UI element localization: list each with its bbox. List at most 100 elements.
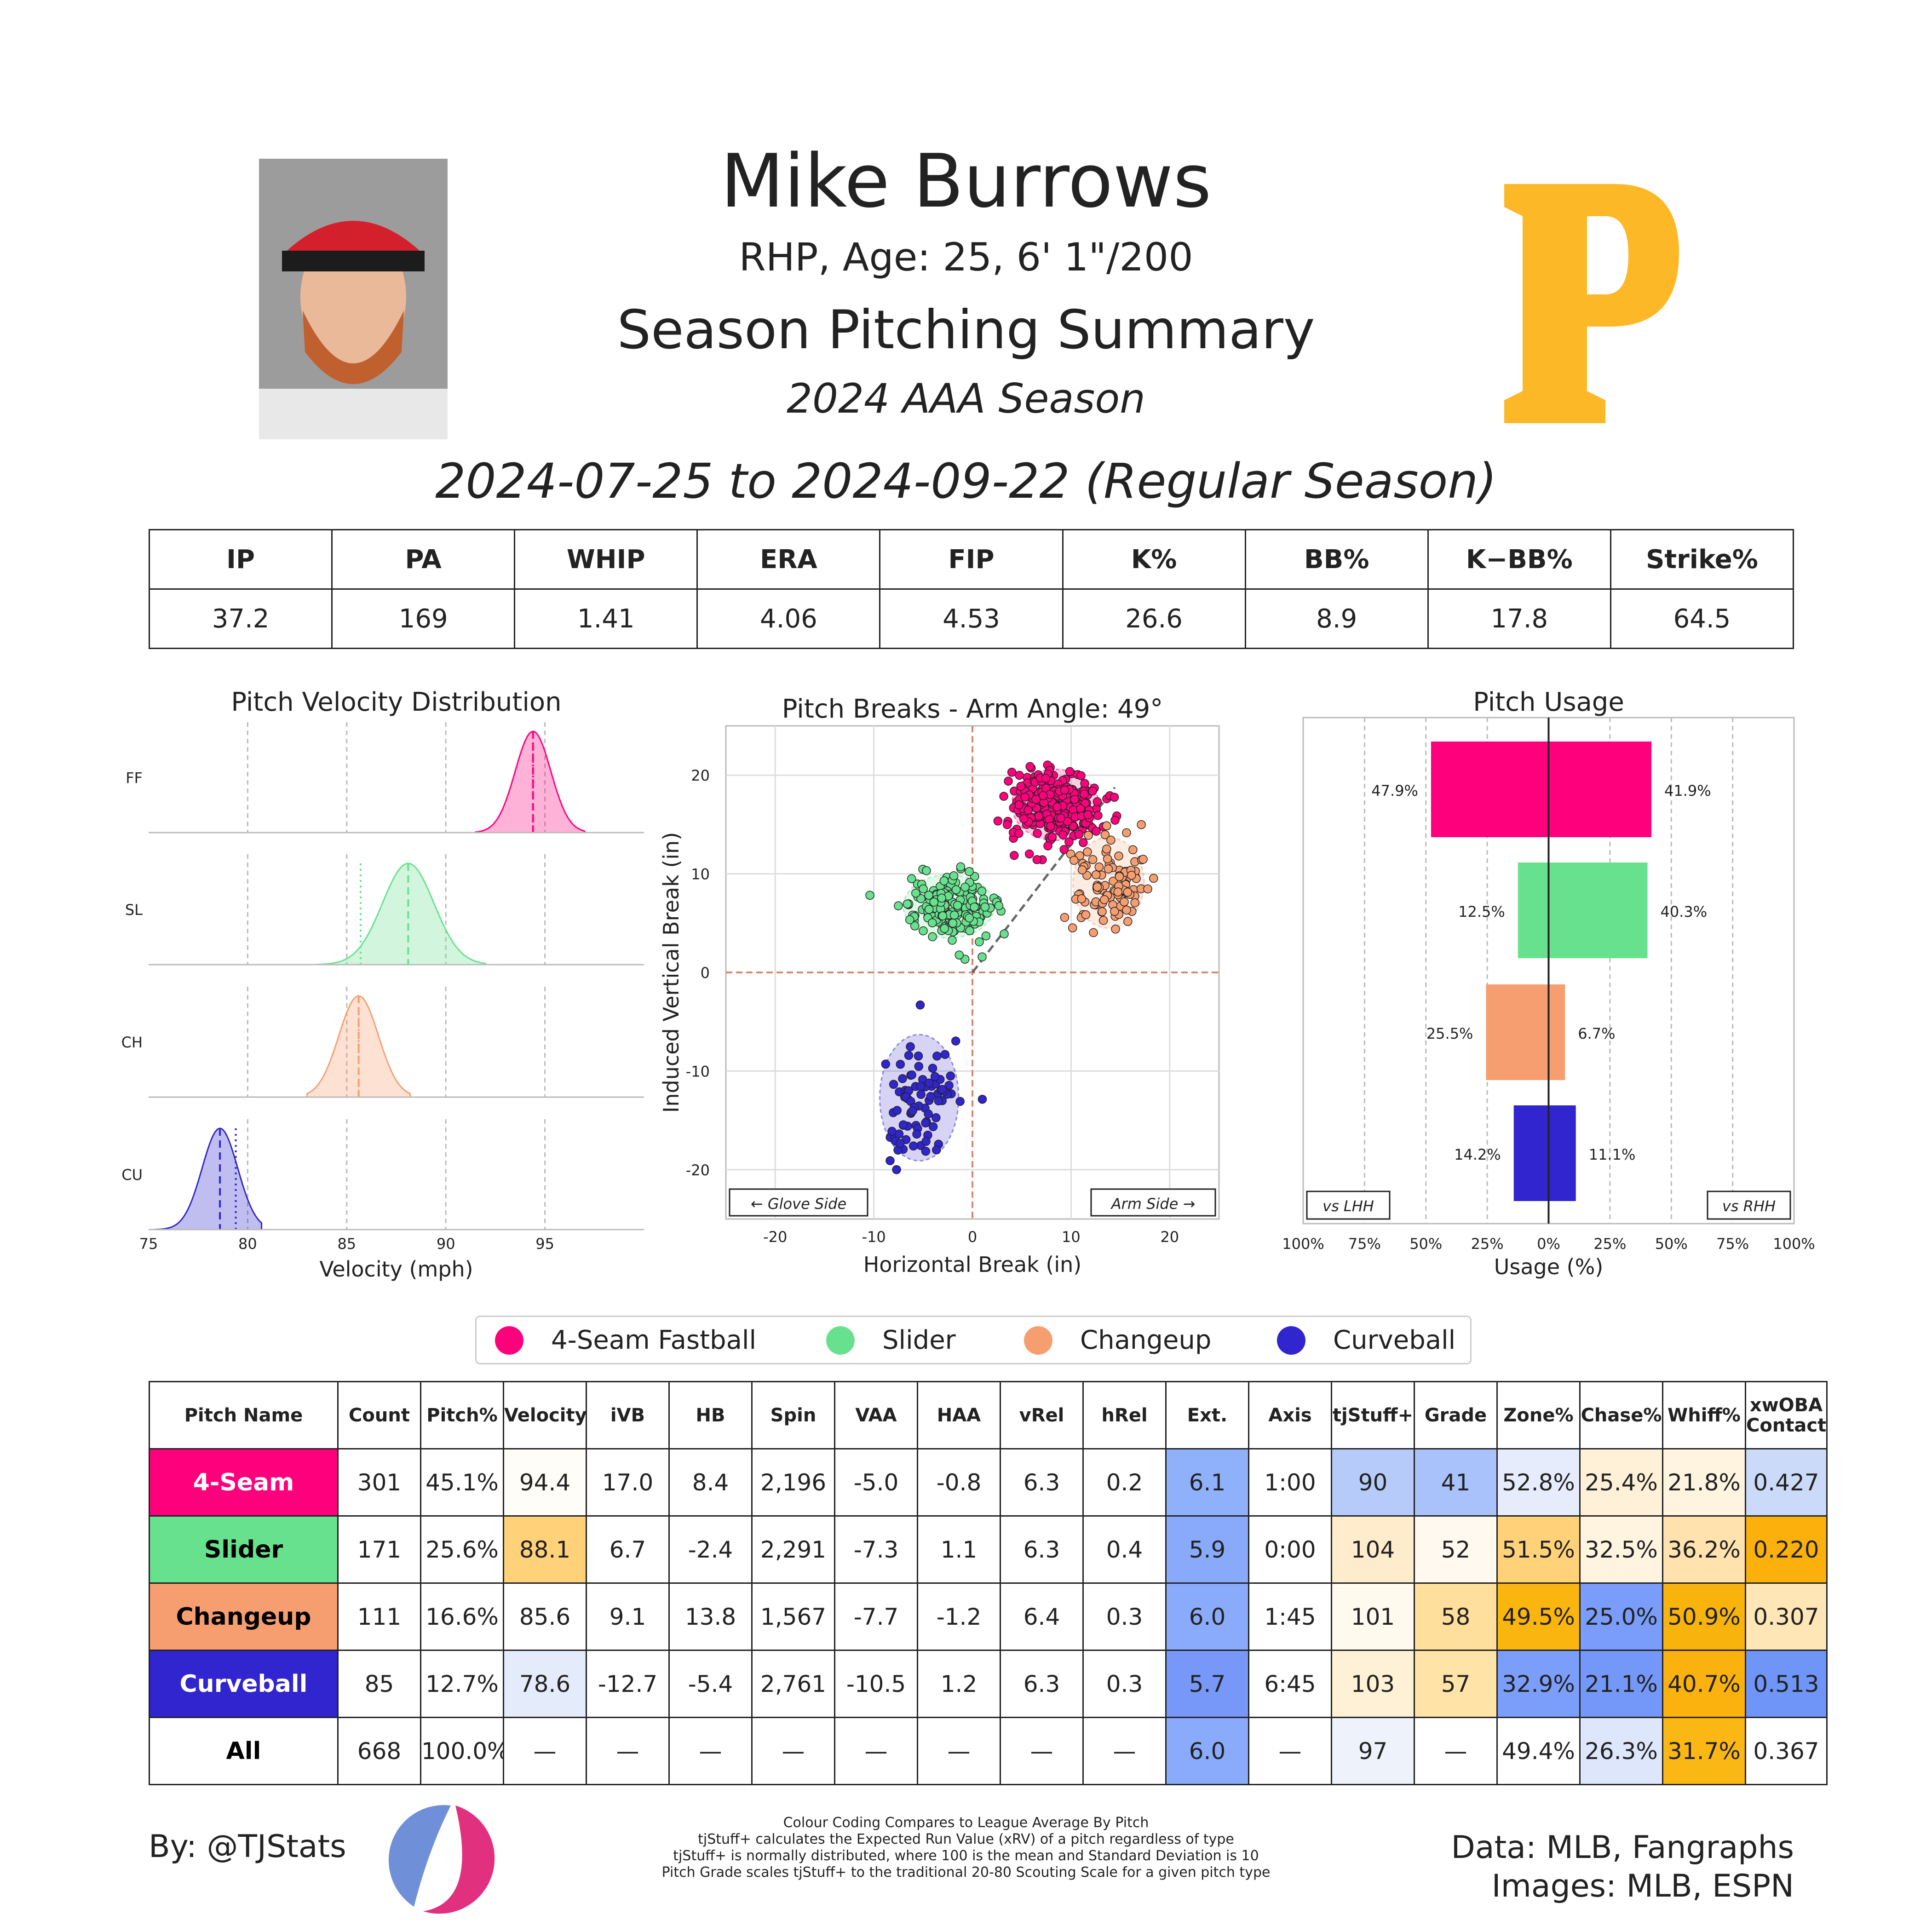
stats-header-row: IP PA WHIP ERA FIP K% BB% K−BB% Strike% [148,529,1794,590]
pitch-metric-cell: — [1082,1717,1167,1785]
usage-bar-lhh [1486,984,1549,1080]
stat-value: 4.06 [696,588,881,649]
breaks-y-tick: 10 [691,866,710,883]
pitch-name-cell: Changeup [149,1582,339,1651]
pitch-table-col-header: iVB [586,1381,670,1449]
pitch-metric-cell: 6.3 [1000,1448,1084,1517]
break-point-cu [907,1070,916,1080]
break-point-cu [921,1137,931,1146]
vs-rhh-label: vs RHH [1722,1197,1776,1215]
break-point-sl [910,921,920,931]
pitch-metric-cell: -5.0 [834,1448,918,1517]
pitch-metric-cell: 0:00 [1248,1515,1332,1584]
break-point-ch [1083,847,1092,857]
breaks-x-tick: 20 [1160,1228,1179,1246]
break-point-cu [932,1052,942,1061]
break-point-ch [1104,864,1113,874]
arm-side-label: Arm Side → [1110,1195,1196,1213]
pitch-metric-cell: 58 [1414,1582,1498,1651]
stat-value: 169 [331,588,516,649]
break-point-ff [1069,822,1078,831]
pitch-metric-cell: 6.0 [1165,1582,1249,1651]
pitch-table-col-header: VAA [834,1381,918,1449]
pitch-table-header: Pitch Name Count Pitch% Velocity iVB HB Spin VA… [149,1381,1828,1449]
breaks-x-tick: 10 [1062,1228,1081,1246]
break-point-cu [944,1081,954,1090]
stat-value: 64.5 [1610,588,1794,649]
pitch-metrics-table: Pitch Name Count Pitch% Velocity iVB HB Spin VA… [149,1381,1828,1785]
pitch-metric-cell: 26.3% [1579,1717,1663,1785]
footer-notes: Colour Coding Compares to League Average… [621,1815,1311,1881]
pitch-metric-cell: 1.2 [917,1650,1001,1718]
pitch-table-col-header: HAA [917,1381,1001,1449]
break-point-ff [1032,855,1042,864]
season-stats-table: IP PA WHIP ERA FIP K% BB% K−BB% Strike% … [148,529,1794,649]
break-point-sl [939,876,949,886]
legend-item-sl: Slider [826,1325,956,1355]
pitch-table-col-header: Axis [1248,1381,1332,1449]
usage-tick-label: 25% [1471,1235,1504,1253]
velocity-chart-title: Pitch Velocity Distribution [231,687,561,717]
break-point-cu [906,1042,915,1052]
break-point-ff [1014,828,1024,838]
pitch-metric-cell: 16.6% [420,1582,504,1651]
break-point-ch [1128,845,1138,855]
break-point-ff [1074,830,1084,839]
break-point-sl [965,867,974,876]
break-point-cu [914,1051,923,1061]
note-line: Colour Coding Compares to League Average… [783,1815,1149,1831]
pitch-metric-cell: 45.1% [420,1448,504,1517]
breaks-y-tick: -20 [686,1162,710,1179]
pitch-table-col-header: Chase% [1579,1381,1663,1449]
pitch-metric-cell: 2,761 [751,1650,835,1718]
credits-data: Data: MLB, Fangraphs [1451,1829,1794,1866]
break-point-ch [1081,910,1091,920]
pitch-metric-cell: 90 [1331,1448,1415,1517]
breaks-y-tick: 20 [691,767,710,784]
usage-bar-lhh [1513,1105,1549,1201]
stat-header: ERA [696,529,881,590]
velocity-tick-label: 75 [139,1235,158,1253]
break-point-ff [1020,793,1029,802]
breaks-chart-title: Pitch Breaks - Arm Angle: 49° [782,694,1163,724]
usage-label-rhh: 6.7% [1578,1025,1615,1042]
usage-label-rhh: 40.3% [1661,903,1708,920]
legend-label: Slider [882,1325,956,1355]
break-point-sl [922,866,931,875]
velocity-tick-label: 80 [238,1235,257,1253]
summary-title: Season Pitching Summary [617,299,1315,361]
break-point-ch [1098,916,1108,925]
break-point-ch [1115,872,1124,881]
pitch-metric-cell: 13.8 [668,1582,753,1651]
pitch-metric-cell: 1:45 [1248,1582,1332,1651]
break-point-cu [887,1127,897,1136]
pitch-metric-cell: 0.3 [1082,1582,1167,1651]
pitch-table-col-header: HB [668,1381,753,1449]
player-photo [259,159,448,439]
pitch-table-col-header: hRel [1082,1381,1167,1449]
break-point-ch [1077,894,1087,903]
break-point-sl [951,885,961,894]
break-point-sl [894,901,903,910]
break-point-ch [1123,887,1133,897]
legend-marker [826,1326,855,1355]
pitch-metric-cell: 0.220 [1745,1515,1828,1584]
break-point-ff [1024,849,1034,859]
break-point-cu [896,1139,905,1148]
pitch-metric-cell: 6.7 [586,1515,670,1584]
stat-value: 37.2 [148,588,333,649]
data-credits: Data: MLB, Fangraphs Images: MLB, ESPN [1451,1828,1794,1906]
pitch-name-cell: 4-Seam [149,1448,339,1517]
breaks-x-label: Horizontal Break (in) [863,1252,1082,1277]
pitch-metric-cell: 32.9% [1496,1650,1581,1718]
pitch-metric-cell: 0.307 [1745,1582,1828,1651]
break-point-cu [937,1085,947,1094]
pitch-metric-cell: — [917,1717,1001,1785]
pitch-metric-cell: 57 [1414,1650,1498,1718]
break-point-sl [978,952,987,961]
break-point-ch [1102,821,1111,831]
legend-marker [495,1326,523,1355]
usage-tick-label: 75% [1348,1235,1381,1253]
break-point-ch [1060,913,1070,922]
break-point-ff [1076,771,1086,781]
